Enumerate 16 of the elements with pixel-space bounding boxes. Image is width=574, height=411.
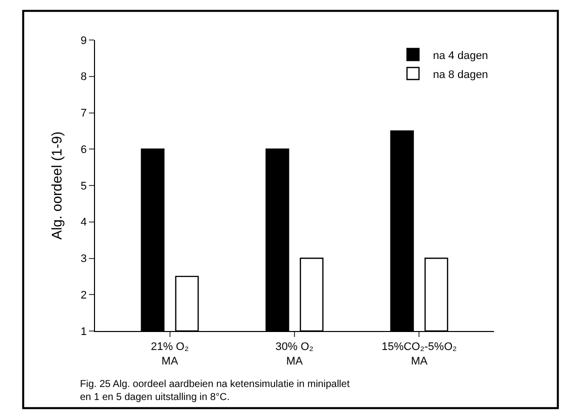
y-tick-label: 7 — [80, 108, 87, 120]
y-tick-label: 9 — [80, 34, 87, 47]
legend-label: na 8 dagen — [433, 68, 488, 81]
y-tick-label: 4 — [80, 216, 87, 229]
y-tick-label: 5 — [80, 180, 87, 192]
legend-label: na 4 dagen — [433, 50, 488, 62]
y-tick-label: 3 — [80, 253, 87, 266]
x-tick-label: 21% O₂ MA — [150, 341, 189, 368]
y-tick-label: 2 — [80, 289, 87, 302]
y-tick-label: 8 — [80, 71, 87, 84]
y-tick-label: 6 — [80, 144, 87, 156]
x-tick-label: 15%CO₂-5%O₂ MA — [382, 341, 457, 368]
y-tick-label: 1 — [80, 326, 87, 338]
y-axis-title: Alg. oordeel (1-9) — [48, 131, 64, 240]
caption: Fig. 25 Alg. oordeel aardbeien na ketensimulatie in minipallet en 1 en 5 dagen uitstalling in 8°C. — [80, 379, 350, 403]
x-tick-label: 30% O₂ MA — [276, 341, 314, 368]
